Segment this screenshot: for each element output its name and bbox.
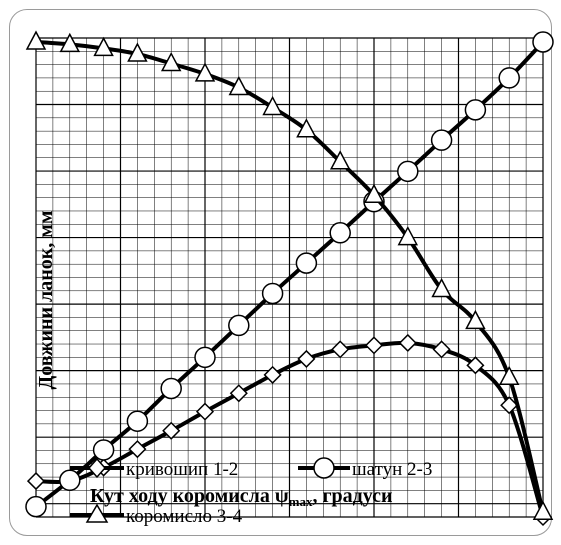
series-line-circle	[34, 40, 545, 509]
data-point-circle	[464, 99, 487, 121]
data-point-diamond	[229, 384, 248, 403]
data-point-triangle	[532, 500, 554, 520]
data-point-triangle	[160, 51, 182, 72]
x-axis-label-tail: , градуси	[312, 485, 392, 507]
data-point-triangle	[431, 277, 452, 298]
data-point-circle	[59, 469, 81, 492]
data-point-triangle	[127, 42, 148, 62]
series-line-diamond	[35, 340, 545, 518]
data-point-diamond	[331, 340, 350, 359]
legend-label-rocker: коромисло 3-4	[126, 506, 243, 527]
data-point-triangle	[59, 32, 81, 53]
data-point-triangle	[194, 62, 216, 82]
data-point-circle	[397, 160, 419, 183]
data-point-circle	[261, 282, 284, 305]
x-axis-label-subscript: max	[289, 494, 313, 509]
legend-marker-circle	[313, 457, 335, 479]
data-point-circle	[295, 252, 318, 274]
data-point-circle	[329, 222, 351, 244]
data-point-diamond	[263, 365, 282, 384]
legend-item-crank: кривошип 1-2	[70, 457, 238, 480]
data-point-triangle	[296, 118, 317, 138]
data-point-diamond	[364, 336, 384, 355]
data-point-circle	[160, 377, 182, 400]
legend-item-rod: шатун 2-3	[298, 457, 432, 480]
legend-label-rod: шатун 2-3	[352, 459, 432, 480]
data-point-circle	[194, 346, 216, 369]
data-point-diamond	[26, 472, 46, 491]
x-axis-label: Кут ходу коромисла ψmax, градуси	[90, 485, 393, 509]
data-point-diamond	[432, 340, 451, 359]
data-point-triangle	[363, 183, 385, 204]
data-point-triangle	[93, 36, 114, 57]
data-point-triangle	[397, 225, 419, 246]
data-point-triangle	[262, 95, 283, 116]
data-point-triangle	[465, 309, 486, 330]
y-axis-label: Довжини ланок, мм	[35, 210, 57, 389]
legend: кривошип 1-2 шатун 2-3 коромисло 3-4	[70, 457, 432, 527]
legend-item-rocker: коромисло 3-4	[70, 503, 243, 527]
data-point-circle	[126, 410, 149, 432]
data-point-diamond	[500, 396, 519, 415]
data-point-triangle	[329, 150, 351, 170]
legend-label-crank: кривошип 1-2	[126, 459, 238, 480]
data-point-diamond	[466, 356, 485, 375]
data-point-circle	[25, 495, 47, 518]
data-point-diamond	[195, 402, 215, 421]
data-point-circle	[498, 67, 520, 89]
data-point-triangle	[25, 30, 47, 50]
data-point-triangle	[498, 365, 520, 386]
data-point-circle	[430, 129, 453, 151]
data-point-diamond	[297, 349, 316, 368]
data-point-diamond	[398, 333, 417, 353]
series-triangle	[25, 30, 554, 520]
data-point-diamond	[128, 440, 147, 459]
x-axis-label-main: Кут ходу коромисла ψ	[90, 485, 289, 507]
data-point-triangle	[228, 75, 250, 96]
legend-marker-triangle	[85, 503, 109, 523]
legend-marker-diamond	[87, 457, 107, 479]
data-point-circle	[532, 31, 554, 53]
data-point-circle	[92, 439, 115, 461]
data-point-diamond	[162, 421, 181, 440]
series-layer	[25, 30, 554, 527]
data-point-circle	[228, 314, 250, 337]
